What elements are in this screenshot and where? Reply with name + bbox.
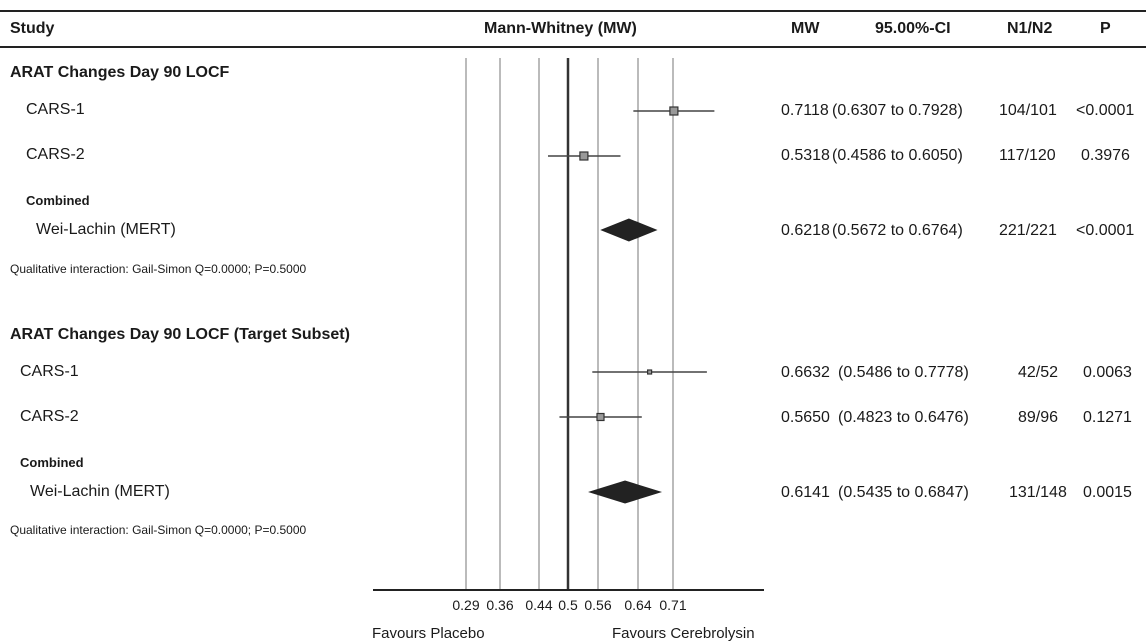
mw-value: 0.6218 [781,222,830,239]
mw-value: 0.5650 [781,409,830,426]
x-tick-label: 0.64 [624,597,652,613]
ci-value: (0.4823 to 0.6476) [838,409,969,426]
interaction-note: Qualitative interaction: Gail-Simon Q=0.… [10,523,307,537]
combined-label: Combined [26,193,90,208]
x-tick-label: 0.44 [525,597,553,613]
header-n: N1/N2 [1007,20,1053,37]
ci-value: (0.4586 to 0.6050) [832,147,963,164]
study-estimate-square [596,412,605,422]
header-mw: MW [791,20,820,37]
x-tick-label: 0.56 [584,597,612,613]
header-measure: Mann-Whitney (MW) [484,20,637,37]
combined-method-label: Wei-Lachin (MERT) [36,221,176,238]
section-title: ARAT Changes Day 90 LOCF (Target Subset) [10,326,350,343]
favours-placebo-label: Favours Placebo [372,625,485,642]
study-label: CARS-1 [26,101,85,118]
n-value: 221/221 [999,222,1057,239]
n-value: 89/96 [1018,409,1059,426]
combined-estimate-diamond [600,218,658,242]
study-label: CARS-1 [20,363,79,380]
p-value: 0.1271 [1083,409,1132,426]
combined-method-label: Wei-Lachin (MERT) [30,483,170,500]
study-label: CARS-2 [20,408,79,425]
n-value: 131/148 [1009,484,1067,501]
p-value: <0.0001 [1076,222,1135,239]
x-tick-label: 0.36 [486,597,514,613]
gridlines [465,58,674,590]
interaction-note: Qualitative interaction: Gail-Simon Q=0.… [10,262,307,276]
ci-value: (0.5435 to 0.6847) [838,484,969,501]
combined-label: Combined [20,455,84,470]
header-ci: 95.00%-CI [875,20,951,37]
n-value: 117/120 [999,147,1056,164]
mw-value: 0.6141 [781,484,830,501]
ci-value: (0.5672 to 0.6764) [832,222,963,239]
n-value: 42/52 [1018,364,1059,381]
n-value: 104/101 [999,102,1057,119]
study-estimate-square [579,151,589,161]
p-value: 0.3976 [1081,147,1130,164]
plot-marks [547,106,715,504]
x-tick-label: 0.29 [452,597,480,613]
header-p: P [1100,20,1111,37]
mw-value: 0.6632 [781,364,830,381]
study-label: CARS-2 [26,146,85,163]
favours-cerebrolysin-label: Favours Cerebrolysin [612,625,755,642]
ci-value: (0.5486 to 0.7778) [838,364,969,381]
ci-value: (0.6307 to 0.7928) [832,102,963,119]
mw-value: 0.7118 [781,102,829,119]
study-estimate-square [646,369,653,375]
p-value: 0.0063 [1083,364,1132,381]
p-value: <0.0001 [1076,102,1135,119]
study-estimate-square [669,106,679,116]
section-title: ARAT Changes Day 90 LOCF [10,64,230,81]
p-value: 0.0015 [1083,484,1132,501]
x-tick-label: 0.71 [659,597,687,613]
combined-estimate-diamond [588,480,663,504]
mw-value: 0.5318 [781,147,830,164]
header-study: Study [10,20,55,37]
x-tick-label: 0.5 [558,597,578,613]
